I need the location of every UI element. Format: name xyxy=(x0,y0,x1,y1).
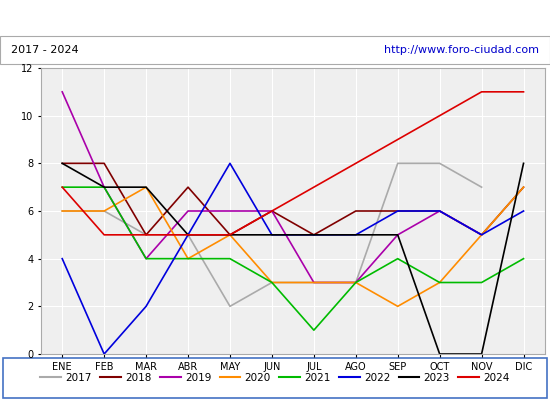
Text: 2017 - 2024: 2017 - 2024 xyxy=(11,45,79,55)
Text: http://www.foro-ciudad.com: http://www.foro-ciudad.com xyxy=(384,45,539,55)
Legend: 2017, 2018, 2019, 2020, 2021, 2022, 2023, 2024: 2017, 2018, 2019, 2020, 2021, 2022, 2023… xyxy=(36,369,514,387)
Text: Evolucion del paro registrado en Linares de Mora: Evolucion del paro registrado en Linares… xyxy=(87,10,463,26)
